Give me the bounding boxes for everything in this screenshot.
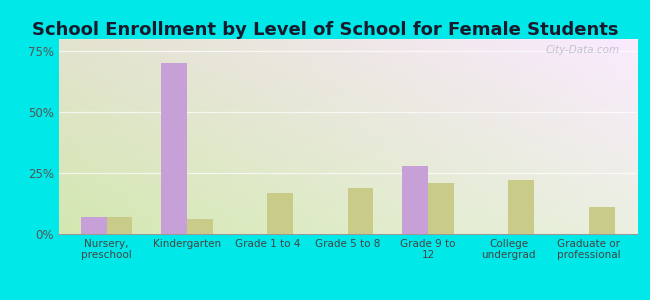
- Legend: Mount Lena, Maryland: Mount Lena, Maryland: [226, 297, 469, 300]
- Bar: [267, 193, 293, 234]
- Bar: [508, 180, 534, 234]
- Bar: [589, 207, 614, 234]
- Bar: [81, 217, 107, 234]
- Bar: [161, 63, 187, 234]
- Bar: [348, 188, 374, 234]
- Bar: [402, 166, 428, 234]
- Bar: [187, 219, 213, 234]
- Bar: [107, 217, 133, 234]
- Text: City-Data.com: City-Data.com: [545, 45, 619, 55]
- Text: School Enrollment by Level of School for Female Students: School Enrollment by Level of School for…: [32, 21, 618, 39]
- Bar: [428, 183, 454, 234]
